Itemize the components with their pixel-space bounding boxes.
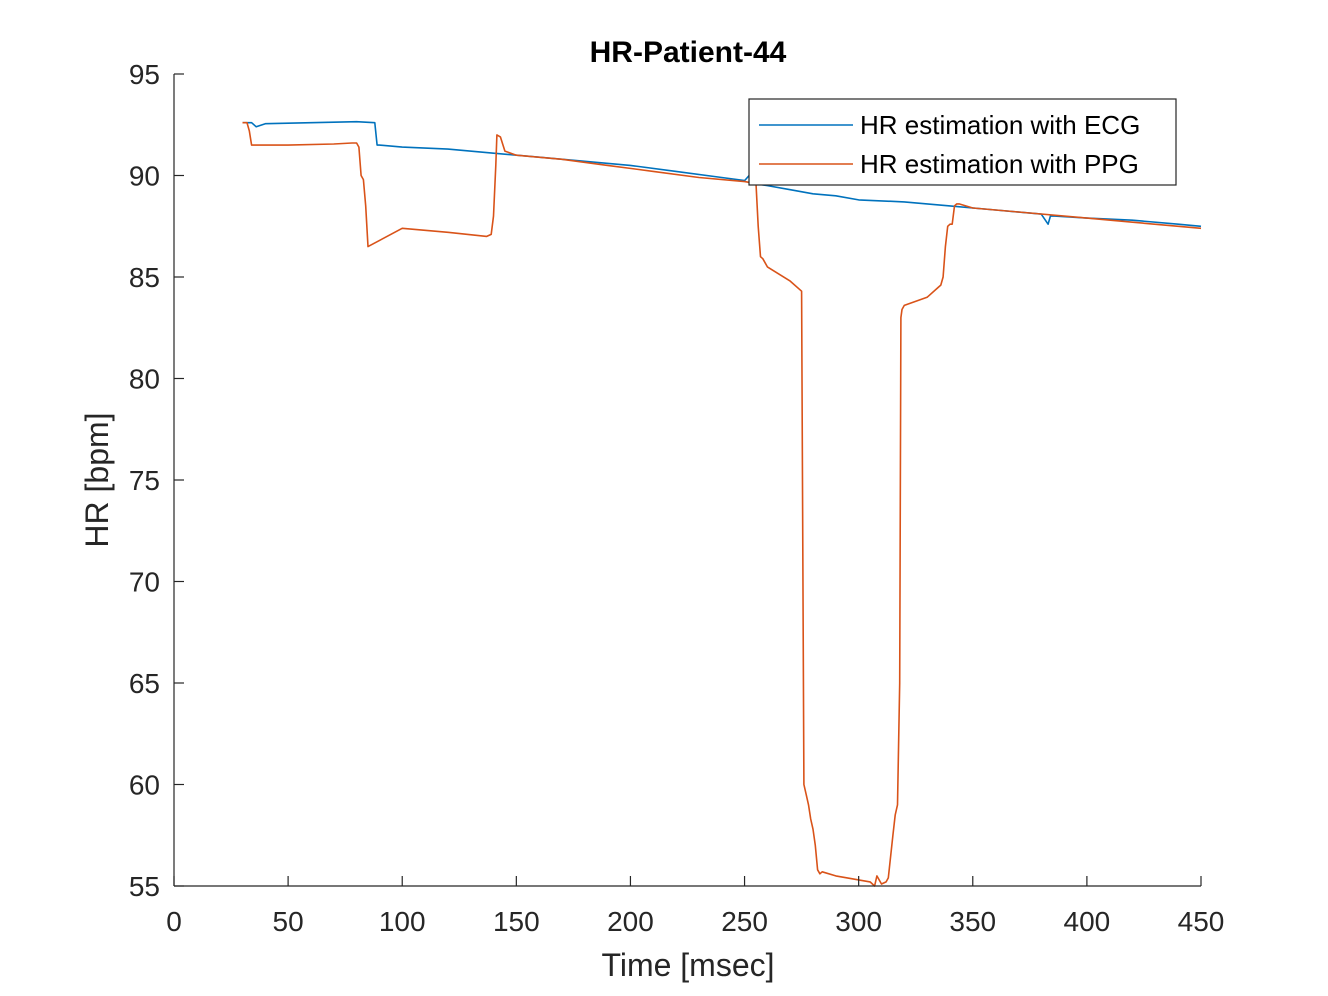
x-tick-label: 150 bbox=[493, 906, 540, 937]
legend: HR estimation with ECG HR estimation with… bbox=[748, 98, 1177, 186]
y-tick-label: 85 bbox=[129, 262, 160, 293]
x-tick-label: 400 bbox=[1064, 906, 1111, 937]
legend-box bbox=[748, 98, 1177, 186]
legend-label-1: HR estimation with ECG bbox=[860, 110, 1140, 140]
chart-title: HR-Patient-44 bbox=[590, 36, 787, 69]
legend-label-2: HR estimation with PPG bbox=[860, 149, 1139, 179]
y-axis-label: HR [bpm] bbox=[79, 412, 115, 547]
x-axis-label: Time [msec] bbox=[601, 947, 774, 983]
x-tick-label: 0 bbox=[166, 906, 182, 937]
y-tick-label: 80 bbox=[129, 364, 160, 395]
series-line-2 bbox=[242, 121, 1202, 887]
y-tick-label: 75 bbox=[129, 465, 160, 496]
x-tick-label: 300 bbox=[835, 906, 882, 937]
y-tick-label: 60 bbox=[129, 770, 160, 801]
x-tick-label: 350 bbox=[949, 906, 996, 937]
y-tick-label: 95 bbox=[129, 59, 160, 90]
axes: 0 50 100 150 200 250 300 350 400 450 55 60 65 70 75 80 8… bbox=[129, 59, 1225, 937]
x-tick-label: 200 bbox=[607, 906, 654, 937]
x-tick-label: 450 bbox=[1178, 906, 1225, 937]
x-tick-label: 100 bbox=[379, 906, 426, 937]
x-tick-label: 50 bbox=[273, 906, 304, 937]
y-tick-label: 55 bbox=[129, 871, 160, 902]
y-tick-label: 65 bbox=[129, 668, 160, 699]
x-tick-label: 250 bbox=[721, 906, 768, 937]
y-tick-label: 90 bbox=[129, 161, 160, 192]
y-tick-label: 70 bbox=[129, 567, 160, 598]
